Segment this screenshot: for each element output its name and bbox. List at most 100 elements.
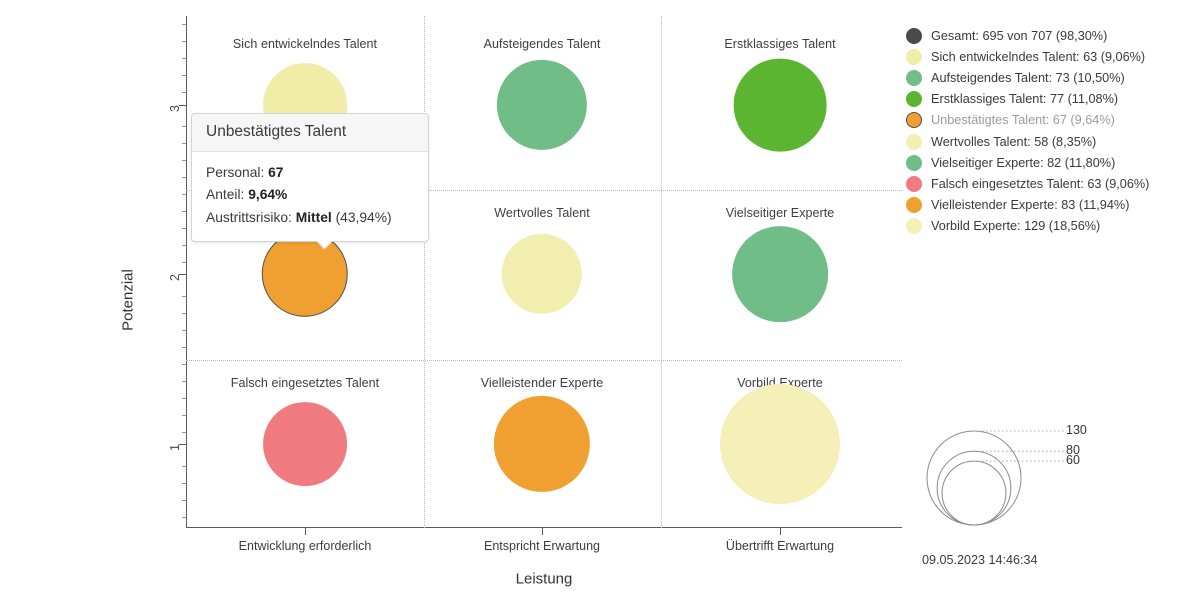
tooltip-row-suffix: (43,94%)	[331, 209, 392, 225]
y-minor-tick	[182, 228, 186, 229]
y-minor-tick	[182, 143, 186, 144]
y-tick-mark-2	[179, 274, 186, 276]
legend-swatch-icon	[906, 69, 922, 86]
y-minor-tick	[182, 177, 186, 178]
cell-label: Sich entwickelndes Talent	[232, 37, 378, 51]
legend-item[interactable]: Gesamt: 695 von 707 (98,30%)	[906, 25, 1196, 46]
x-tick-label-3: Übertrifft Erwartung	[725, 539, 835, 553]
x-axis-line	[186, 526, 902, 528]
y-tick-label-2: 2	[168, 274, 182, 281]
y-minor-tick	[182, 432, 186, 433]
x-axis-title: Leistung	[515, 570, 573, 588]
tooltip-body: Personal: 67 Anteil: 9,64% Austrittsrisiko…	[192, 152, 428, 241]
size-legend-circle	[926, 430, 1022, 526]
bubble[interactable]	[733, 58, 827, 152]
size-legend-circle	[936, 450, 1012, 526]
y-minor-tick	[182, 381, 186, 382]
y-minor-tick	[182, 398, 186, 399]
tooltip-arrow	[317, 241, 331, 249]
legend-item[interactable]: Aufsteigendes Talent: 73 (10,50%)	[906, 67, 1196, 88]
y-minor-tick	[182, 41, 186, 42]
legend: Gesamt: 695 von 707 (98,30%) Sich entwick…	[906, 25, 1196, 237]
bubble[interactable]	[496, 59, 588, 151]
grid-line-horizontal-2	[186, 360, 902, 361]
y-tick-label-1: 1	[168, 444, 182, 451]
y-minor-tick	[182, 75, 186, 76]
y-minor-tick	[182, 415, 186, 416]
y-tick-mark-3	[179, 105, 186, 107]
legend-item-label: Vielleistender Experte: 83 (11,94%)	[931, 198, 1130, 213]
y-minor-tick	[182, 58, 186, 59]
cell-label: Vielleistender Experte	[480, 376, 604, 390]
y-minor-tick	[182, 245, 186, 246]
y-minor-tick	[182, 194, 186, 195]
y-minor-tick	[182, 92, 186, 93]
legend-item[interactable]: Vielseitiger Experte: 82 (11,80%)	[906, 152, 1196, 173]
legend-item[interactable]: Erstklassiges Talent: 77 (11,08%)	[906, 89, 1196, 110]
tooltip-row-value: 9,64%	[248, 187, 288, 203]
legend-item-label: Sich entwickelndes Talent: 63 (9,06%)	[931, 49, 1146, 64]
size-legend-label: 60	[1066, 453, 1080, 468]
y-minor-tick	[182, 262, 186, 263]
y-minor-tick	[182, 296, 186, 297]
x-tick-mark-1	[305, 528, 307, 535]
y-minor-tick	[182, 347, 186, 348]
cell-label: Vorbild Experte	[737, 376, 823, 390]
y-minor-tick	[182, 211, 186, 212]
x-tick-label-1: Entwicklung erforderlich	[238, 539, 372, 553]
legend-item-label: Gesamt: 695 von 707 (98,30%)	[931, 28, 1108, 43]
tooltip-title: Unbestätigtes Talent	[192, 114, 428, 152]
y-minor-tick	[182, 483, 186, 484]
bubble[interactable]	[732, 226, 828, 322]
legend-swatch-icon	[906, 27, 922, 44]
legend-item-label: Wertvolles Talent: 58 (8,35%)	[931, 134, 1097, 149]
bubble[interactable]	[501, 233, 583, 315]
bubble[interactable]	[493, 395, 591, 493]
y-minor-tick	[182, 466, 186, 467]
x-tick-mark-2	[542, 528, 544, 535]
size-legend-label: 130	[1066, 423, 1087, 437]
legend-item-label: Aufsteigendes Talent: 73 (10,50%)	[931, 70, 1125, 85]
cell-label: Aufsteigendes Talent	[483, 37, 601, 51]
legend-item[interactable]: Vorbild Experte: 129 (18,56%)	[906, 216, 1196, 237]
legend-item-label: Falsch eingesetztes Talent: 63 (9,06%)	[931, 176, 1150, 191]
tooltip-row: Austrittsrisiko: Mittel (43,94%)	[206, 207, 414, 229]
legend-swatch-icon	[906, 175, 922, 192]
legend-item-label: Erstklassiges Talent: 77 (11,08%)	[931, 92, 1119, 107]
bubble[interactable]	[263, 402, 347, 486]
legend-item[interactable]: Unbestätigtes Talent: 67 (9,64%)	[906, 110, 1196, 131]
bubble[interactable]	[720, 384, 840, 504]
tooltip-row-label: Austrittsrisiko:	[206, 209, 296, 225]
legend-item-label: Vielseitiger Experte: 82 (11,80%)	[931, 155, 1116, 170]
legend-item[interactable]: Wertvolles Talent: 58 (8,35%)	[906, 131, 1196, 152]
x-tick-label-2: Entspricht Erwartung	[483, 539, 601, 553]
y-minor-tick	[182, 364, 186, 365]
tooltip-row: Anteil: 9,64%	[206, 184, 414, 206]
grid-line-vertical-2	[661, 16, 662, 528]
legend-swatch-icon	[906, 133, 922, 150]
size-legend: 130 80 60	[906, 415, 1136, 535]
legend-swatch-icon	[906, 197, 922, 214]
y-minor-tick	[182, 330, 186, 331]
legend-swatch-icon	[906, 112, 922, 129]
legend-item[interactable]: Vielleistender Experte: 83 (11,94%)	[906, 195, 1196, 216]
legend-swatch-icon	[906, 154, 922, 171]
timestamp: 09.05.2023 14:46:34	[922, 553, 1038, 567]
legend-item-label: Unbestätigtes Talent: 67 (9,64%)	[931, 113, 1115, 128]
legend-item[interactable]: Sich entwickelndes Talent: 63 (9,06%)	[906, 46, 1196, 67]
cell-label: Vielseitiger Experte	[725, 206, 835, 220]
legend-item-label: Vorbild Experte: 129 (18,56%)	[931, 219, 1101, 234]
y-minor-tick	[182, 313, 186, 314]
bubble-tooltip: Unbestätigtes Talent Personal: 67 Anteil:…	[191, 113, 429, 243]
legend-item[interactable]: Falsch eingesetztes Talent: 63 (9,06%)	[906, 173, 1196, 194]
size-legend-circle	[941, 460, 1007, 526]
legend-swatch-icon	[906, 48, 922, 65]
y-minor-tick	[182, 500, 186, 501]
y-minor-tick	[182, 126, 186, 127]
bubble[interactable]	[261, 230, 349, 318]
size-legend-label: 80	[1066, 443, 1080, 458]
x-tick-mark-3	[780, 528, 782, 535]
y-tick-label-3: 3	[168, 105, 182, 112]
legend-swatch-icon	[906, 218, 922, 235]
